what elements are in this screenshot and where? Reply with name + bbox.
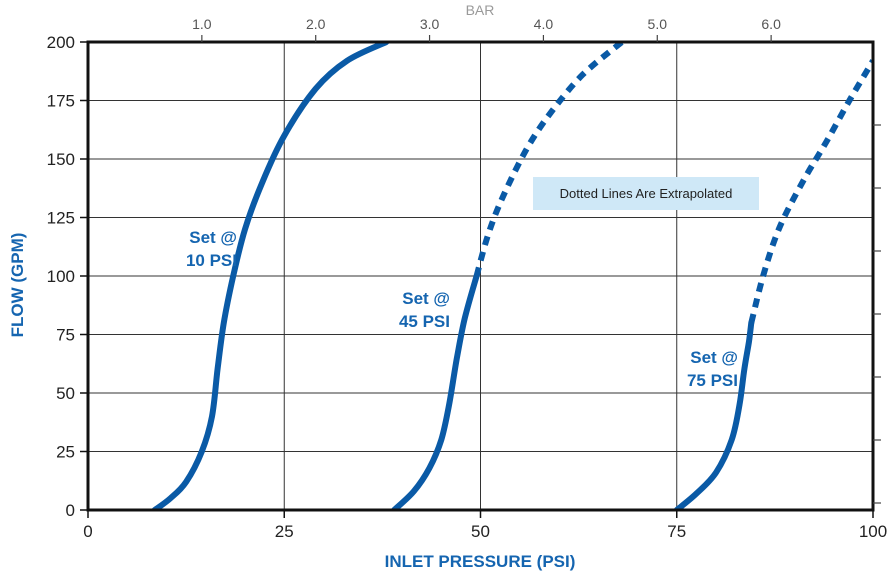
top-tick-label: 1.0 [192, 16, 212, 32]
x-tick-label: 75 [667, 522, 686, 541]
top-tick-label: 5.0 [648, 16, 668, 32]
series-2 [673, 59, 873, 510]
y-tick-label: 125 [47, 209, 75, 228]
series-solid-line [673, 319, 755, 510]
series-label: 10 PSI [186, 251, 237, 270]
grid-lines [88, 42, 873, 510]
series-solid-line [391, 273, 480, 510]
y-tick-label: 50 [56, 384, 75, 403]
series-label: 75 PSI [687, 371, 738, 390]
y-tick-label: 100 [47, 267, 75, 286]
series-layer: Set @ 10 PSI Set @ 45 PSI Set @ 75 PSI [151, 42, 873, 510]
series-label: Set @ [690, 348, 738, 367]
note-text: Dotted Lines Are Extrapolated [560, 186, 733, 201]
top-tick-label: 3.0 [420, 16, 440, 32]
series-0 [151, 42, 390, 510]
y-tick-label: 150 [47, 150, 75, 169]
note-background [533, 177, 759, 210]
series-dotted-line [473, 42, 624, 277]
top-axis-title: BAR [466, 2, 495, 18]
series-label: 45 PSI [399, 312, 450, 331]
top-tick-label: 4.0 [534, 16, 554, 32]
x-axis-title: INLET PRESSURE (PSI) [385, 552, 576, 571]
x-tick-label: 100 [859, 522, 887, 541]
extrapolation-note: Dotted Lines Are Extrapolated [533, 177, 759, 210]
y-tick-label: 175 [47, 92, 75, 111]
x-tick-label: 25 [275, 522, 294, 541]
y-tick-label: 25 [56, 443, 75, 462]
top-tick-label: 6.0 [761, 16, 781, 32]
top-tick-label: 2.0 [306, 16, 326, 32]
x-tick-label: 50 [471, 522, 490, 541]
y-tick-label: 200 [47, 33, 75, 52]
x-tick-label: 0 [83, 522, 92, 541]
series-label: Set @ [189, 228, 237, 247]
y-tick-label: 75 [56, 326, 75, 345]
series-solid-line [151, 42, 390, 510]
series-1 [391, 42, 624, 510]
y-axis-title: FLOW (GPM) [8, 233, 27, 338]
y-tick-label: 0 [66, 501, 75, 520]
axes: 0 25 50 75 100 125 150 175 200 0 25 50 75 100 1.0 2.0 3.… [47, 16, 888, 541]
series-label: Set @ [402, 289, 450, 308]
series-dotted-line [748, 59, 873, 324]
